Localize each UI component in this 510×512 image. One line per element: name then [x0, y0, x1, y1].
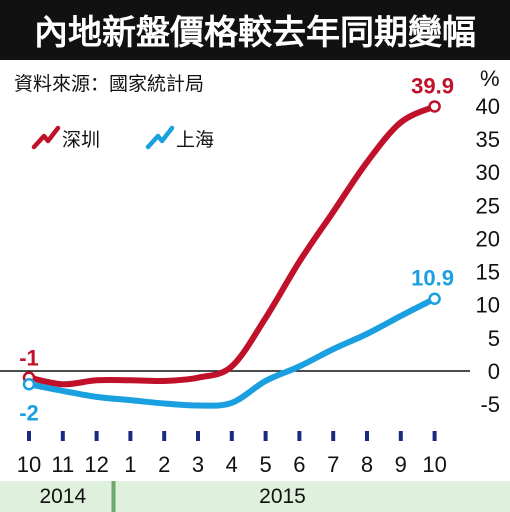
y-axis-ticks: -5 0 5 10 15 20 25 30 35 40	[476, 94, 500, 417]
x-tick-label: 2	[158, 452, 170, 477]
series-end-label: 10.9	[411, 266, 454, 291]
x-tick-label: 5	[259, 452, 271, 477]
y-tick-label: 30	[476, 160, 500, 185]
series-start-marker	[22, 378, 36, 391]
legend-shenzhen-icon	[31, 125, 61, 150]
year-labels: 2014 2015	[39, 481, 306, 512]
series-start-label: -1	[19, 346, 39, 371]
x-tick-label: 7	[327, 452, 339, 477]
y-tick-label: 5	[488, 326, 500, 351]
chart-title: 內地新盤價格較去年同期變幅	[34, 13, 476, 53]
y-tick-label: 15	[476, 260, 500, 285]
series-line-shenzhen	[26, 103, 438, 388]
y-axis-unit: %	[480, 66, 500, 91]
y-tick-label: 0	[488, 359, 500, 384]
y-tick-label: -5	[480, 392, 500, 417]
series-line-shanghai	[26, 295, 438, 409]
x-tick-label: 9	[395, 452, 407, 477]
source-note: 資料來源：國家統計局	[14, 73, 204, 95]
series-end-label: 39.9	[411, 73, 454, 98]
series-start-label: -2	[19, 400, 39, 425]
year-label: 2014	[39, 485, 86, 508]
x-tick-label: 12	[84, 452, 108, 477]
legend-shanghai-icon	[145, 125, 175, 150]
x-tick-label: 11	[51, 452, 74, 477]
y-tick-label: 40	[476, 94, 500, 119]
x-tick-label: 4	[226, 452, 238, 477]
year-label: 2015	[259, 485, 306, 508]
title-bar	[0, 0, 510, 60]
legend-shanghai-label: 上海	[176, 129, 214, 151]
y-tick-label: 20	[476, 226, 500, 251]
year-band	[0, 481, 510, 512]
x-tick-label: 6	[293, 452, 305, 477]
y-tick-label: 35	[476, 127, 500, 152]
series-layer: -1 39.9 -2 10.9	[19, 73, 454, 425]
legend-shenzhen-label: 深圳	[62, 129, 100, 151]
series-end-marker	[428, 100, 441, 113]
x-tick-label: 1	[124, 452, 136, 477]
x-tick-label: 8	[361, 452, 373, 477]
y-tick-label: 10	[476, 293, 500, 318]
x-axis: 10 11 12 1 2 3 4 5 6 7 8 9 10	[17, 431, 447, 477]
series-end-marker	[428, 292, 441, 305]
x-tick-label: 10	[17, 452, 41, 477]
x-tick-label: 3	[192, 452, 204, 477]
y-tick-label: 25	[476, 193, 500, 218]
legend: 深圳 上海	[31, 125, 214, 151]
x-tick-label: 10	[422, 452, 446, 477]
